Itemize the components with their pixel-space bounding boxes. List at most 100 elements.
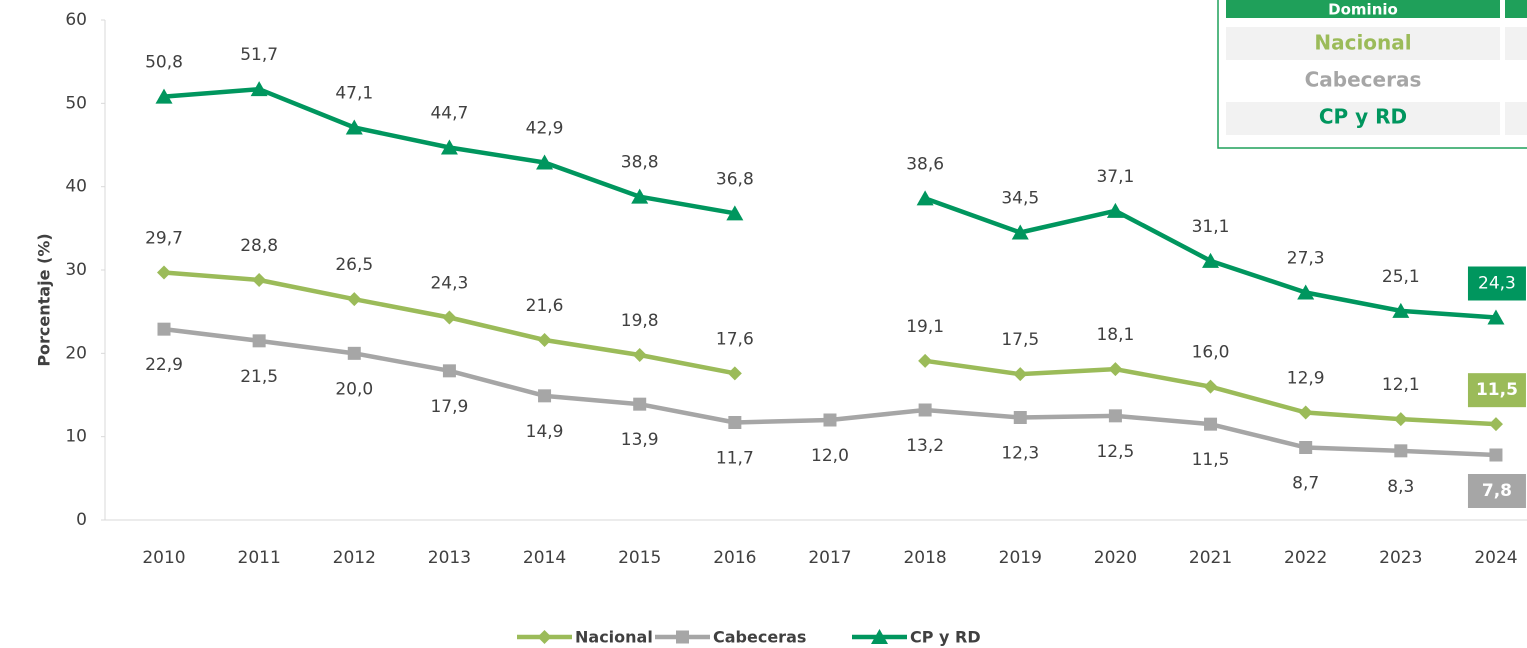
x-tick-label: 2015 <box>618 548 661 568</box>
line <box>163 270 1497 427</box>
x-tick-label: 2022 <box>1284 548 1327 568</box>
marker <box>823 413 837 427</box>
marker <box>345 119 363 135</box>
value-label: 19,8 <box>621 311 659 331</box>
value-label: 51,7 <box>240 45 278 65</box>
table-header-cell <box>1505 0 1527 18</box>
value-label: 11,7 <box>716 449 754 469</box>
marker <box>1108 409 1122 423</box>
marker <box>918 353 933 368</box>
value-label: 19,1 <box>906 317 944 337</box>
legend-item: CP y RD <box>852 628 981 647</box>
value-label: 12,3 <box>1001 444 1039 464</box>
legend-item: Cabeceras <box>655 628 806 647</box>
value-label: 22,9 <box>145 355 183 375</box>
legend-label: Cabeceras <box>713 628 806 647</box>
marker <box>1108 362 1123 377</box>
series: 22,9 21,5 20,0 17,9 14,9 13,9 11,7 12,0 13,2 12,3… <box>145 322 1526 508</box>
x-tick-label: 2013 <box>428 548 471 568</box>
value-label: 17,9 <box>430 397 468 417</box>
value-label: 24,3 <box>430 274 468 294</box>
value-label: 8,7 <box>1292 474 1319 494</box>
value-label: 24,3 <box>1478 274 1516 294</box>
legend-label: Nacional <box>575 628 653 647</box>
marker <box>1013 367 1028 382</box>
value-label: 37,1 <box>1096 167 1134 187</box>
marker <box>1393 412 1408 427</box>
value-label: 29,7 <box>145 229 183 249</box>
x-tick-label: 2020 <box>1094 548 1137 568</box>
legend-marker <box>537 630 552 644</box>
x-tick-label: 2018 <box>903 548 946 568</box>
marker <box>728 416 742 429</box>
x-tick-label: 2016 <box>713 548 756 568</box>
marker <box>726 205 744 221</box>
value-label: 18,1 <box>1096 325 1134 345</box>
table-cell <box>1226 102 1500 135</box>
value-label: 50,8 <box>145 53 183 73</box>
value-label: 38,6 <box>906 154 944 174</box>
marker <box>537 333 552 347</box>
marker <box>347 346 361 360</box>
marker <box>252 273 267 287</box>
y-tick-label: 30 <box>65 260 87 280</box>
table-cell <box>1226 27 1500 60</box>
table-cell <box>1505 102 1527 135</box>
value-label-box <box>1467 373 1526 408</box>
marker <box>727 366 742 381</box>
value-label: 31,1 <box>1192 217 1230 237</box>
value-label: 8,3 <box>1387 477 1414 497</box>
x-tick-label: 2019 <box>999 548 1042 568</box>
x-tick-label: 2017 <box>808 548 851 568</box>
marker <box>1489 448 1503 462</box>
x-tick-label: 2021 <box>1189 548 1232 568</box>
value-label: 34,5 <box>1001 189 1039 209</box>
y-tick-label: 20 <box>65 343 87 363</box>
value-label: 12,1 <box>1382 375 1420 395</box>
value-label: 7,8 <box>1482 481 1512 501</box>
marker <box>1487 309 1505 325</box>
value-label: 12,9 <box>1287 369 1325 389</box>
x-tick-label: 2024 <box>1474 548 1517 568</box>
value-label: 17,5 <box>1001 330 1039 350</box>
legend-marker <box>871 629 888 644</box>
marker <box>442 310 457 325</box>
value-label: 20,0 <box>335 379 373 399</box>
legend-label: CP y RD <box>910 628 981 647</box>
series: 50,8 51,7 47,1 44,7 42,9 38,8 36,8 38,6 34,5 37,1… <box>145 45 1526 325</box>
value-label: 25,1 <box>1382 267 1420 287</box>
y-tick-label: 0 <box>76 510 87 530</box>
value-label: 13,2 <box>906 436 944 456</box>
marker <box>918 403 932 417</box>
series: 29,7 28,8 26,5 24,3 21,6 19,8 17,6 19,1 17,5 18,1… <box>145 229 1526 432</box>
value-label: 11,5 <box>1192 450 1230 470</box>
marker <box>1202 252 1220 268</box>
value-label: 17,6 <box>716 329 754 349</box>
marker <box>916 190 934 206</box>
marker <box>1011 224 1029 240</box>
value-label: 42,9 <box>526 119 564 139</box>
marker <box>536 154 554 170</box>
marker <box>1203 379 1218 394</box>
marker <box>1297 284 1315 300</box>
x-tick-label: 2011 <box>238 548 281 568</box>
table-row: Nacional <box>1314 31 1411 55</box>
marker <box>1204 417 1218 431</box>
value-label: 12,0 <box>811 446 849 466</box>
marker <box>157 322 171 336</box>
value-label: 27,3 <box>1287 249 1325 269</box>
y-tick-label: 10 <box>65 427 87 447</box>
table-header-cell <box>1226 0 1500 18</box>
table-cell <box>1505 27 1527 60</box>
marker <box>440 139 458 155</box>
table-header: Dominio <box>1328 1 1398 19</box>
value-label-box <box>1467 266 1526 301</box>
value-label: 21,5 <box>240 367 278 387</box>
y-tick-label: 40 <box>65 177 87 197</box>
y-axis-title: Porcentaje (%) <box>35 233 54 366</box>
marker <box>157 265 171 280</box>
marker <box>1106 202 1124 218</box>
value-label: 21,6 <box>526 296 564 316</box>
